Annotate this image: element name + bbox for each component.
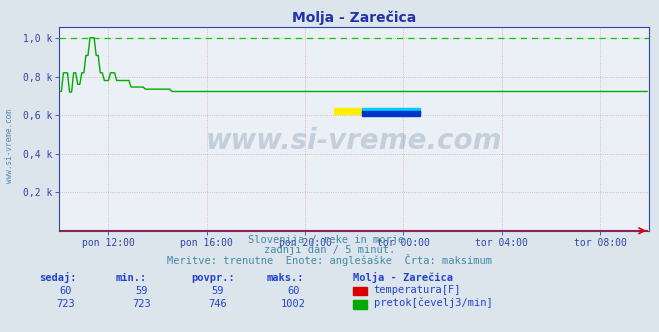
Text: www.si-vreme.com: www.si-vreme.com — [206, 127, 502, 155]
Text: Molja - Zarečica: Molja - Zarečica — [353, 272, 453, 283]
Text: 59: 59 — [136, 286, 148, 296]
Text: 60: 60 — [287, 286, 299, 296]
Bar — [333, 108, 391, 114]
Text: 60: 60 — [60, 286, 72, 296]
Text: povpr.:: povpr.: — [191, 273, 235, 283]
Text: maks.:: maks.: — [267, 273, 304, 283]
Text: 723: 723 — [57, 299, 75, 309]
Bar — [362, 111, 420, 117]
Text: Slovenija / reke in morje.: Slovenija / reke in morje. — [248, 235, 411, 245]
Text: temperatura[F]: temperatura[F] — [374, 285, 461, 295]
Text: sedaj:: sedaj: — [40, 272, 77, 283]
Text: 59: 59 — [212, 286, 223, 296]
Text: Meritve: trenutne  Enote: anglešaške  Črta: maksimum: Meritve: trenutne Enote: anglešaške Črta… — [167, 254, 492, 266]
Title: Molja - Zarečica: Molja - Zarečica — [292, 11, 416, 25]
Text: 723: 723 — [132, 299, 151, 309]
Text: zadnji dan / 5 minut.: zadnji dan / 5 minut. — [264, 245, 395, 255]
Text: 746: 746 — [208, 299, 227, 309]
Bar — [362, 108, 420, 114]
Text: pretok[čevelj3/min]: pretok[čevelj3/min] — [374, 298, 492, 308]
Text: min.:: min.: — [115, 273, 146, 283]
Text: 1002: 1002 — [281, 299, 306, 309]
Text: www.si-vreme.com: www.si-vreme.com — [5, 109, 14, 183]
